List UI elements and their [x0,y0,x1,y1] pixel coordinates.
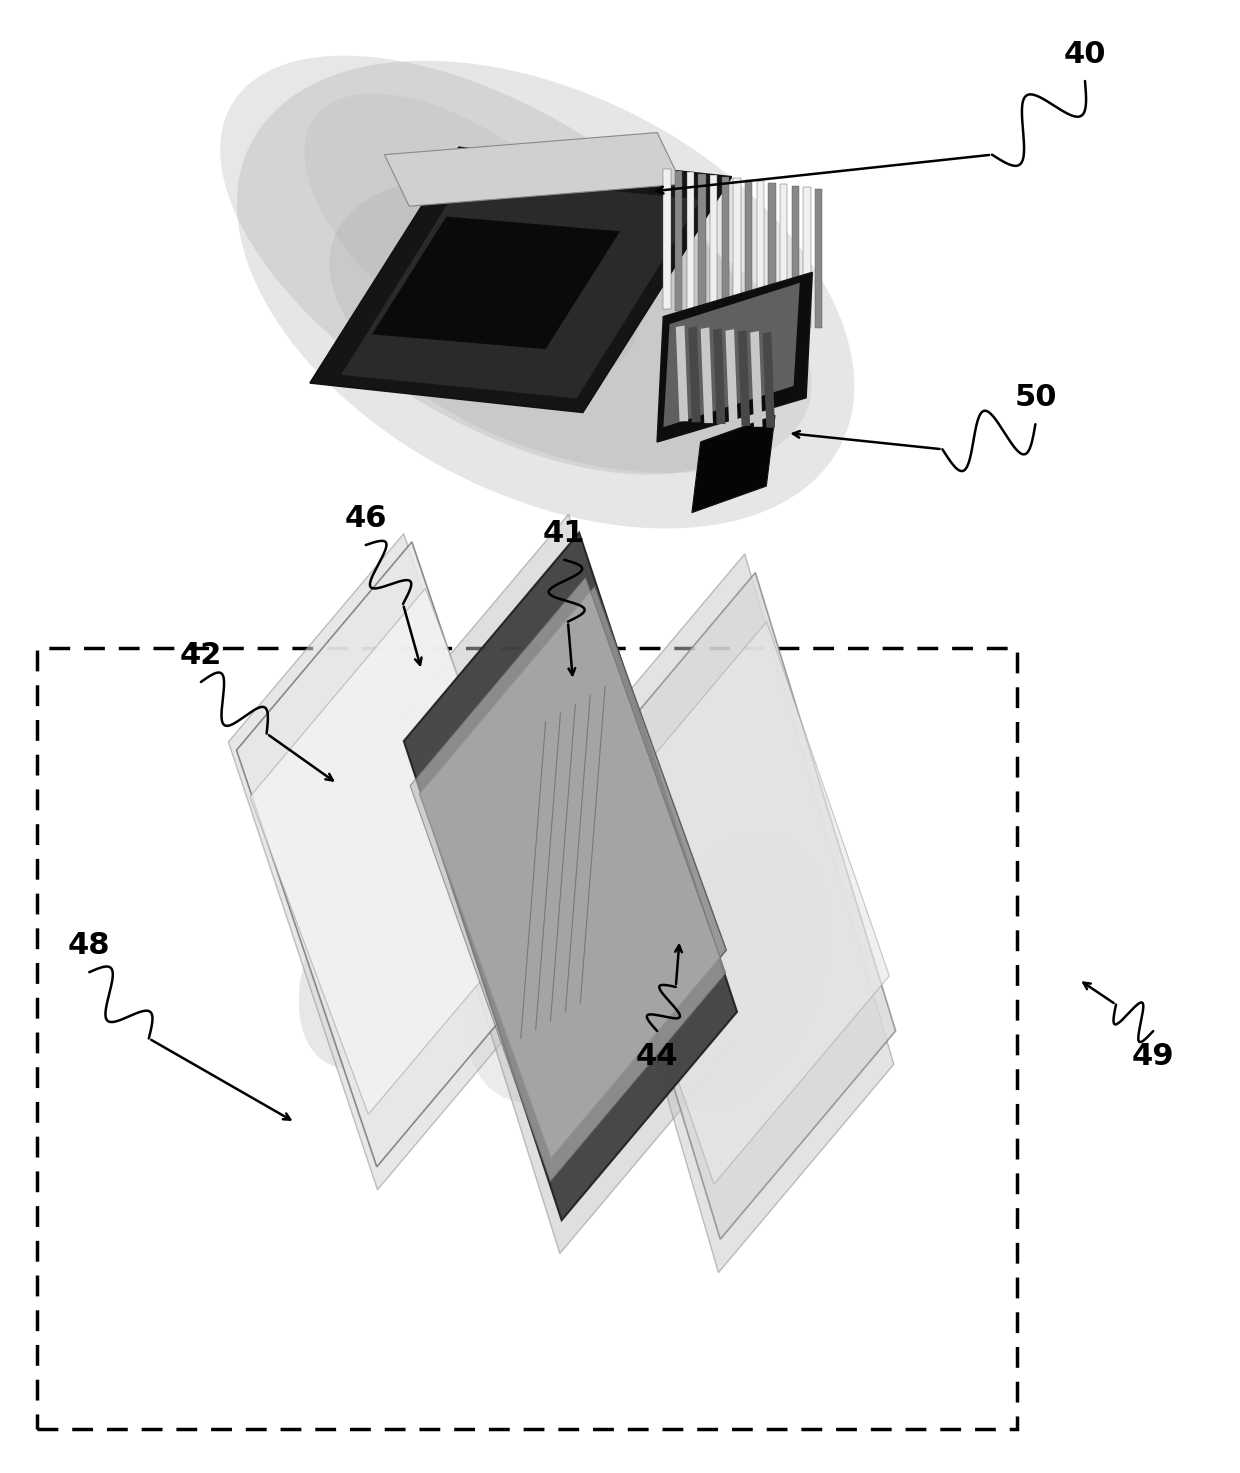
Ellipse shape [237,60,854,529]
Polygon shape [237,542,552,1167]
Polygon shape [722,177,729,317]
Polygon shape [310,147,732,412]
Polygon shape [750,331,763,427]
Ellipse shape [221,56,771,474]
Polygon shape [404,533,737,1220]
Text: 41: 41 [543,518,585,548]
Text: 40: 40 [1064,40,1106,69]
Polygon shape [410,577,725,1181]
Polygon shape [713,328,725,424]
Polygon shape [663,283,800,427]
Polygon shape [384,133,682,206]
Polygon shape [393,514,735,1254]
Ellipse shape [634,835,830,1109]
Text: 48: 48 [68,931,110,960]
Ellipse shape [562,815,728,1012]
Polygon shape [569,554,894,1273]
Polygon shape [657,273,812,442]
Polygon shape [228,533,553,1190]
Text: 44: 44 [636,1041,678,1071]
Text: 42: 42 [180,641,222,670]
Ellipse shape [299,816,495,1069]
Bar [37,648,1017,1429]
Polygon shape [725,328,738,424]
Polygon shape [711,175,718,315]
Polygon shape [738,330,750,426]
Polygon shape [701,327,713,423]
Ellipse shape [329,175,812,473]
Polygon shape [580,573,895,1239]
Ellipse shape [465,812,676,1103]
Ellipse shape [304,94,639,377]
Polygon shape [745,180,753,320]
Polygon shape [250,588,543,1115]
Ellipse shape [388,785,554,982]
Polygon shape [769,183,776,323]
Polygon shape [756,181,764,321]
Polygon shape [687,172,694,312]
Polygon shape [419,586,727,1158]
Polygon shape [688,327,701,423]
Text: 46: 46 [345,504,387,533]
Polygon shape [698,174,706,314]
Polygon shape [763,331,775,427]
Polygon shape [815,189,822,328]
Polygon shape [676,326,688,421]
Text: 49: 49 [1132,1041,1174,1071]
Polygon shape [692,415,775,513]
Polygon shape [372,217,620,349]
Polygon shape [780,184,787,324]
Polygon shape [591,622,889,1184]
Polygon shape [791,186,799,326]
Polygon shape [804,187,811,327]
Text: 50: 50 [1014,383,1056,412]
Polygon shape [675,171,682,311]
Polygon shape [341,177,701,399]
Polygon shape [663,169,671,309]
Polygon shape [733,178,740,318]
